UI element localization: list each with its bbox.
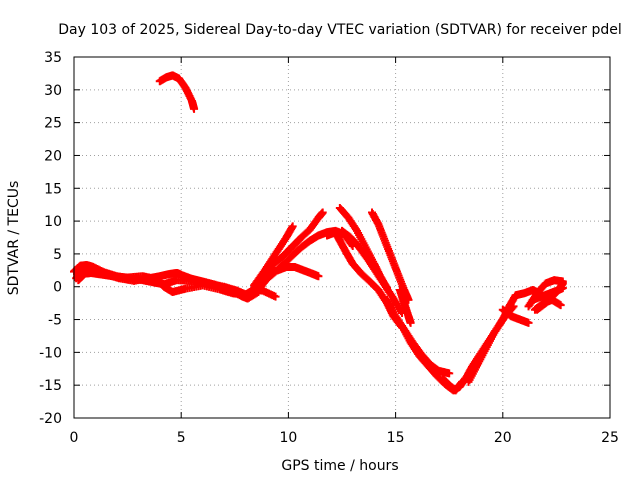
chart-title: Day 103 of 2025, Sidereal Day-to-day VTE…: [58, 22, 622, 38]
satellite-track-14: [383, 295, 454, 378]
x-tick-label: 25: [601, 430, 619, 446]
y-tick-label: -5: [48, 313, 62, 329]
x-tick-label: 15: [387, 430, 405, 446]
satellite-track-13: [395, 286, 415, 327]
satellite-track-22: [530, 295, 565, 314]
axes-layer: 0 5 10 15 20 25 -20 -15 -10 -5 0 5 10 15 20 25 30 35: [39, 50, 619, 446]
x-tick-label: 20: [494, 430, 512, 446]
y-axis-label: SDTVAR / TECUs: [6, 181, 22, 296]
data-point: [558, 279, 567, 288]
data-point: [406, 318, 415, 327]
x-tick-label: 5: [177, 430, 186, 446]
data-point: [524, 318, 533, 327]
x-axis-label: GPS time / hours: [281, 458, 398, 474]
satellite-track-6: [250, 208, 327, 290]
satellite-track-15: [398, 302, 518, 395]
x-tick-label: 0: [70, 430, 79, 446]
y-tick-label: 25: [44, 116, 62, 132]
satellite-track-18: [498, 305, 533, 327]
x-tick-label: 10: [279, 430, 297, 446]
data-point: [445, 369, 454, 378]
y-tick-label: 35: [44, 50, 62, 66]
y-tick-label: -10: [39, 345, 62, 361]
y-tick-label: 15: [44, 181, 62, 197]
y-tick-label: -15: [39, 378, 62, 394]
satellite-track-16: [438, 374, 467, 395]
y-tick-label: 0: [53, 280, 62, 296]
data-point: [271, 292, 280, 301]
satellite-track-8: [256, 263, 323, 281]
data-point: [556, 301, 565, 310]
data-point: [318, 208, 327, 217]
data-point: [314, 272, 323, 281]
y-tick-label: -20: [39, 411, 62, 427]
y-tick-label: 20: [44, 148, 62, 164]
satellite-track-1: [155, 71, 199, 113]
y-tick-label: 30: [44, 83, 62, 99]
data-points-layer: [70, 71, 567, 395]
y-tick-label: 5: [53, 247, 62, 263]
data-point: [288, 222, 297, 231]
grid-layer: [74, 57, 610, 418]
data-point: [190, 104, 199, 113]
satellite-track-4: [74, 268, 280, 301]
y-tick-label: 10: [44, 214, 62, 230]
plot-frame: [73, 56, 611, 419]
satellite-track-11: [338, 226, 407, 317]
